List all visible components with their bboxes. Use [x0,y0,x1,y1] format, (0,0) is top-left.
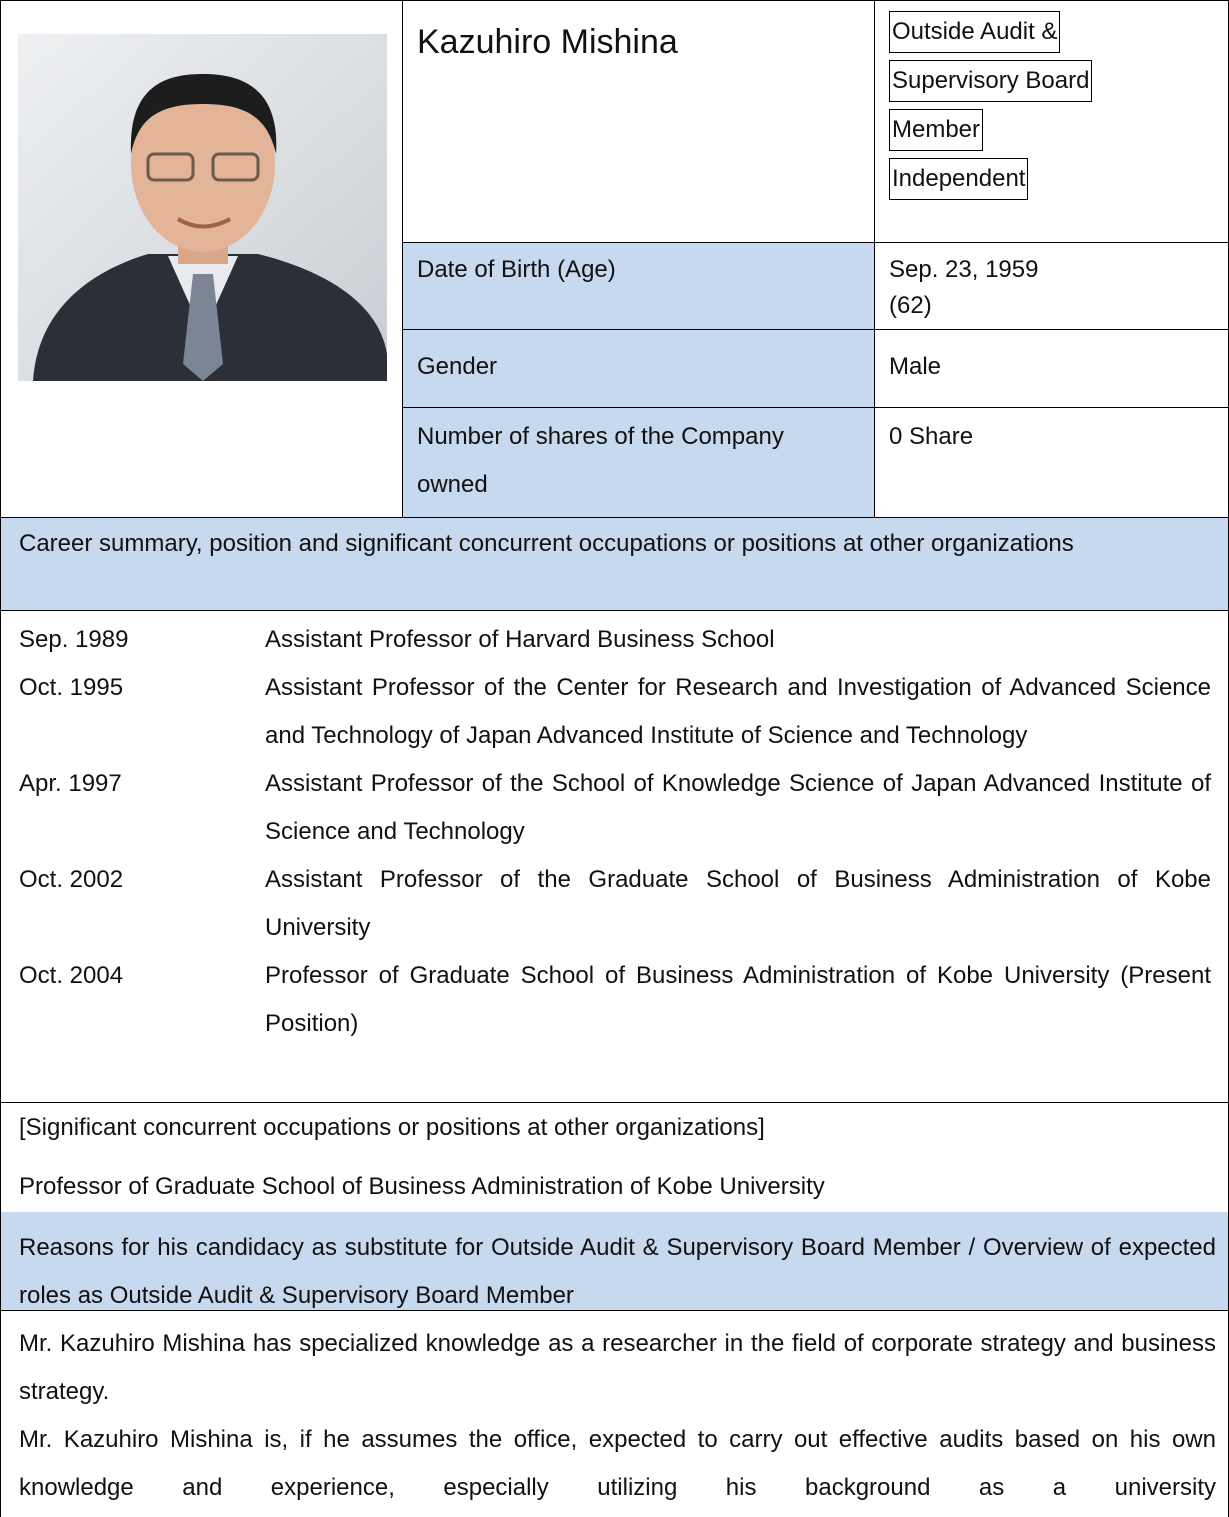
name: Kazuhiro Mishina [417,23,678,61]
date: Apr. 1997 [19,770,122,797]
field-label: Number of shares of the Company owned [403,408,875,517]
photo-cell [0,0,403,517]
concurrent-section: [Significant concurrent occupations or p… [0,1102,1229,1213]
description: Assistant Professor of the Graduate Scho… [265,866,1211,941]
description: Assistant Professor of Harvard Business … [265,626,775,653]
title: Independent [889,158,1029,200]
date: Oct. 1995 [19,674,124,701]
field-value: Sep. 23, 1959 (62) [875,243,1229,330]
career-list: Sep. 1989 Assistant Professor of Harvard … [0,610,1229,1103]
career-entry: Oct. 1995 Assistant Professor of the Cent… [19,664,1211,760]
career-entry: Oct. 2002 Assistant Professor of the Grad… [19,856,1211,952]
heading: Career summary, position and significant… [19,530,1074,557]
field-label: Date of Birth (Age) [403,243,875,330]
field-label: Gender [403,330,875,408]
date: Oct. 2002 [19,866,124,893]
name-cell: Kazuhiro Mishina [403,0,875,243]
value: (62) [889,292,932,319]
title: Outside Audit & [889,11,1061,53]
career-entry: Apr. 1997 Assistant Professor of the Scho… [19,760,1211,856]
label: Number of shares of the Company owned [417,423,784,498]
heading: Reasons for his candidacy as substitute … [19,1234,1216,1309]
description: Assistant Professor of the Center for Re… [265,674,1211,749]
career-entry: Sep. 1989 Assistant Professor of Harvard … [19,616,1211,664]
paragraph: Mr. Kazuhiro Mishina has specialized kno… [19,1330,1216,1405]
title: Member [889,109,984,151]
label: Date of Birth (Age) [417,256,616,283]
value: Male [889,353,942,380]
description: Professor of Graduate School of Business… [265,962,1211,1037]
value: 0 Share [889,423,974,450]
field-value: 0 Share [875,408,1229,517]
title: Supervisory Board [889,60,1093,102]
reasons-body: Mr. Kazuhiro Mishina has specialized kno… [0,1310,1229,1517]
label: Gender [417,353,498,380]
section-heading: Reasons for his candidacy as substitute … [0,1212,1229,1311]
career-entry: Oct. 2004 Professor of Graduate School of… [19,952,1211,1048]
portrait [18,34,387,381]
titles-cell: Outside Audit & Supervisory Board Member… [875,0,1229,243]
concurrent-text: Professor of Graduate School of Business… [19,1173,825,1200]
field-value: Male [875,330,1229,408]
date: Oct. 2004 [19,962,124,989]
date: Sep. 1989 [19,626,129,653]
section-heading: Career summary, position and significant… [0,517,1229,611]
description: Assistant Professor of the School of Kno… [265,770,1211,845]
value: Sep. 23, 1959 [889,256,1039,283]
paragraph: Mr. Kazuhiro Mishina is, if he assumes t… [19,1426,1216,1501]
subheading: [Significant concurrent occupations or p… [19,1114,765,1141]
